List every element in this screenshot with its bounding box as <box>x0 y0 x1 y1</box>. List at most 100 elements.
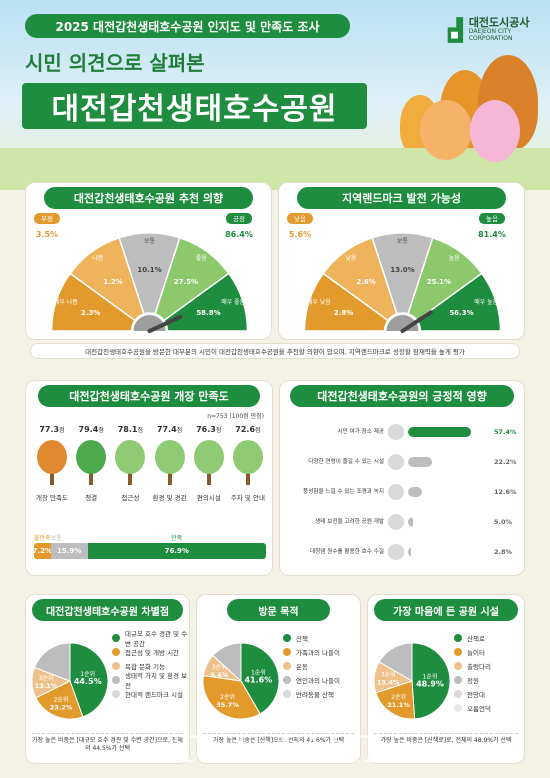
page-subtitle: 시민 의견으로 살펴본 <box>25 51 205 75</box>
impact-value: 57.4% <box>494 428 517 436</box>
satisfaction-bar-label: 만족 <box>171 535 183 542</box>
character-pink <box>470 100 520 162</box>
negative-label: 부정 <box>41 214 53 223</box>
gauge-segment-label: 보통 <box>397 238 409 245</box>
pie-legend-item: 산책 <box>283 631 359 645</box>
legend-label: 복합 문화 기능 <box>125 663 166 671</box>
pie-legend: 산책로 놀이터 출렁다리 정원 전망대 오름언덕 <box>454 631 530 715</box>
gauge-segment-label: 매우 나쁨 <box>54 298 78 306</box>
impact-row: 풍성함을 느낄 수 있는 조경과 녹지 12.6% <box>288 477 520 507</box>
positive-label: 긍정 <box>233 214 245 223</box>
impact-icon <box>388 424 404 440</box>
legend-label: 연인과의 나들이 <box>296 677 340 685</box>
impact-bar-track <box>408 457 490 467</box>
pie-title: 방문 목적 <box>227 599 330 621</box>
satisfaction-label: 주차 및 안내 <box>230 494 265 502</box>
satisfaction-bar-segment: 7.2% <box>34 543 52 559</box>
pie-rank-value: 35.7% <box>216 701 239 709</box>
impact-bar-track <box>408 517 490 527</box>
impact-icon <box>388 454 404 470</box>
legend-label: 접근성 및 개방 시간 <box>125 649 180 657</box>
legend-swatch <box>283 676 291 684</box>
legend-label: 가족과의 나들이 <box>296 649 340 657</box>
pie-rank-label: 2순위 <box>391 693 406 701</box>
pie-card-favorite-facility: 가장 마음에 든 공원 시설 1순위 48.9% 2순위 21.1% 3순위 13.4% 산… <box>367 594 525 764</box>
gauge-segment-value: 25.1% <box>427 278 451 286</box>
pie-slice <box>69 642 109 718</box>
pie-rank-value: 23.2% <box>50 703 73 711</box>
legend-swatch <box>454 690 462 698</box>
satisfaction-label: 편의시설 <box>196 494 221 502</box>
impact-label: 생태 보전을 고려한 공원 개발 <box>315 518 384 525</box>
legend-label: 정원 <box>467 677 479 685</box>
legend-swatch <box>112 662 120 670</box>
pie-rank-value: 13.1% <box>35 682 58 690</box>
gauge-segment-value: 2.8% <box>334 309 353 317</box>
gauge-segment-value: 2.3% <box>81 309 100 317</box>
pie-slice <box>33 642 71 682</box>
pie-slice <box>240 642 280 715</box>
gauge-segment-label: 매우 낮음 <box>307 298 331 306</box>
impact-icon <box>388 484 404 500</box>
gauge-segment-label: 좋음 <box>196 255 208 262</box>
pie-legend-item: 놀이터 <box>454 645 530 659</box>
impact-row: 다양한 연령이 즐길 수 있는 시설 22.2% <box>288 447 520 477</box>
legend-swatch <box>454 676 462 684</box>
satisfaction-label: 접근성 <box>121 494 140 502</box>
page-title: 대전갑천생태호수공원 <box>22 83 367 129</box>
legend-label: 운동 <box>296 663 308 671</box>
pie-slice <box>375 680 416 720</box>
impact-title: 대전갑천생태호수공원의 긍정적 영향 <box>290 385 514 407</box>
legend-label: 놀이터 <box>467 649 485 657</box>
gauge-segment-label: 보통 <box>144 238 156 245</box>
legend-label: 대규모 호수 경관 및 수변 공간 <box>125 630 188 648</box>
legend-swatch <box>454 662 462 670</box>
summary-text: 대전갑천생태호수공원을 방문한 대부분의 시민이 대전갑천생태호수공원을 추천할… <box>85 348 465 356</box>
legend-swatch <box>454 704 462 712</box>
pie-legend-item: 정원 <box>454 673 530 687</box>
legend-label: 반려동물 산책 <box>296 691 334 699</box>
legend-swatch <box>283 648 291 656</box>
negative-value: 5.6% <box>289 230 311 239</box>
legend-label: 생태적 가치 및 환경 보전 <box>125 672 188 690</box>
satisfaction-bar-segment: 15.9% <box>50 543 88 559</box>
legend-swatch <box>112 676 120 684</box>
satisfaction-score: 77.4점 <box>156 425 183 434</box>
pie-rank-value: 9.4% <box>210 671 229 679</box>
impact-bar <box>408 457 433 467</box>
pie-legend-item: 연인과의 나들이 <box>283 673 359 687</box>
legend-swatch <box>283 690 291 698</box>
watermark: THE FACT <box>175 730 384 771</box>
gauge-card-recommend: 대전갑천생태호수공원 추천 의향 매우 나쁨 2.3% 나쁨 1.2% 보통 10.1% 좋… <box>25 182 272 340</box>
pie-slice <box>202 674 261 720</box>
pie-footer: 가장 높은 비중은 [대규모 호수 경관 및 수변 공간]으로, 전체의 44.… <box>32 733 183 757</box>
pie-slice <box>35 680 84 720</box>
gauge-title: 대전갑천생태호수공원 추천 의향 <box>44 187 253 209</box>
impact-icon <box>388 544 404 560</box>
pie-footer: 가장 높은 비중은 [산책로]로, 전체의 48.9%가 선택 <box>374 733 518 757</box>
gauge-title: 지역랜드마크 발전 가능성 <box>297 187 506 209</box>
tree-icon <box>113 439 147 491</box>
impact-row: 시민 여가 장소 제공 57.4% <box>288 417 520 447</box>
legend-swatch <box>454 648 462 656</box>
pie-rank-label: 1순위 <box>423 672 438 680</box>
gauge-segment-value: 10.1% <box>137 266 161 274</box>
pie-legend-item: 출렁다리 <box>454 659 530 673</box>
satisfaction-unit: 점 <box>176 427 183 434</box>
legend-swatch <box>454 634 462 642</box>
pie-rank-label: 1순위 <box>251 668 266 676</box>
pie-legend-item: 반려동물 산책 <box>283 687 359 701</box>
brand-name-en: DAEJEON CITY CORPORATION <box>468 28 513 43</box>
pie-legend-item: 생태적 가치 및 환경 보전 <box>112 672 188 690</box>
pie-legend-item: 운동 <box>283 659 359 673</box>
pie-rank-value: 21.1% <box>387 701 410 709</box>
impact-bar-track <box>408 547 490 557</box>
pie-legend-item: 오름언덕 <box>454 701 530 715</box>
satisfaction-card: 대전갑천생태호수공원 개장 만족도 n=753 (100점 만점) 77.3점 개… <box>25 380 273 576</box>
legend-label: 전망대 <box>467 691 485 699</box>
impact-bar <box>408 547 412 557</box>
negative-badge <box>34 213 60 224</box>
satisfaction-score: 78.1점 <box>117 425 144 434</box>
